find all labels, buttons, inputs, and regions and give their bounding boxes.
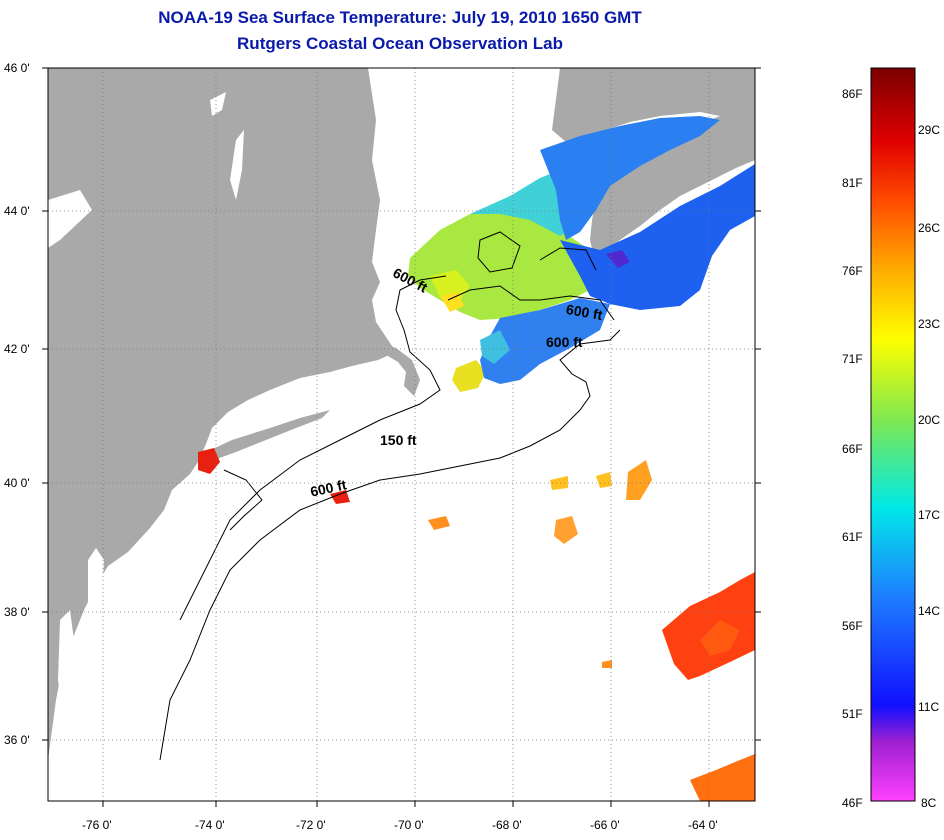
- colorbar-gradient: [870, 67, 916, 802]
- land-mainland: [48, 68, 396, 760]
- contour-label: 600 ft: [546, 334, 583, 350]
- colorbar-c-label: 8C: [921, 796, 937, 810]
- land-long-island: [206, 410, 330, 460]
- lon-label: -72 0': [296, 818, 326, 832]
- lat-label: 44 0': [4, 204, 30, 218]
- colorbar-c-label: 17C: [918, 508, 941, 522]
- lon-label: -68 0': [492, 818, 522, 832]
- colorbar-f-label: 86F: [842, 87, 863, 101]
- lon-label: -76 0': [82, 818, 112, 832]
- colorbar-f-label: 56F: [842, 619, 863, 633]
- lat-label: 38 0': [4, 605, 30, 619]
- lat-label: 36 0': [4, 733, 30, 747]
- colorbar-c-label: 23C: [918, 317, 941, 331]
- colorbar-f-label: 81F: [842, 176, 863, 190]
- colorbar-f-label: 51F: [842, 707, 863, 721]
- colorbar-f-label: 76F: [842, 264, 863, 278]
- map-frame: [47, 67, 756, 802]
- lat-label: 46 0': [4, 61, 30, 75]
- colorbar-f-label: 61F: [842, 530, 863, 544]
- bathymetry-contours: [159, 231, 621, 761]
- map-subtitle: Rutgers Coastal Ocean Observation Lab: [237, 34, 563, 53]
- contour-label: 150 ft: [380, 432, 417, 448]
- sst-data-layer: [198, 116, 755, 801]
- colorbar-c-label: 29C: [918, 123, 941, 137]
- colorbar-c-label: 11C: [918, 700, 940, 714]
- colorbar-c-label: 20C: [918, 413, 941, 427]
- colorbar-c-label: 26C: [918, 221, 941, 235]
- colorbar-f-label: 71F: [842, 352, 863, 366]
- land-maritimes: [552, 68, 755, 258]
- land-cape-cod: [380, 342, 420, 396]
- colorbar-f-label: 66F: [842, 442, 863, 456]
- lon-label: -66 0': [590, 818, 620, 832]
- lon-label: -70 0': [394, 818, 424, 832]
- lat-label: 40 0': [4, 476, 30, 490]
- lat-label: 42 0': [4, 342, 30, 356]
- colorbar-f-label: 46F: [842, 796, 863, 810]
- lon-label: -64 0': [688, 818, 718, 832]
- land-cape-breton: [720, 110, 755, 160]
- colorbar-c-label: 14C: [918, 604, 941, 618]
- map-title: NOAA-19 Sea Surface Temperature: July 19…: [158, 8, 642, 27]
- axis-ticks: [42, 67, 761, 807]
- lon-label: -74 0': [195, 818, 225, 832]
